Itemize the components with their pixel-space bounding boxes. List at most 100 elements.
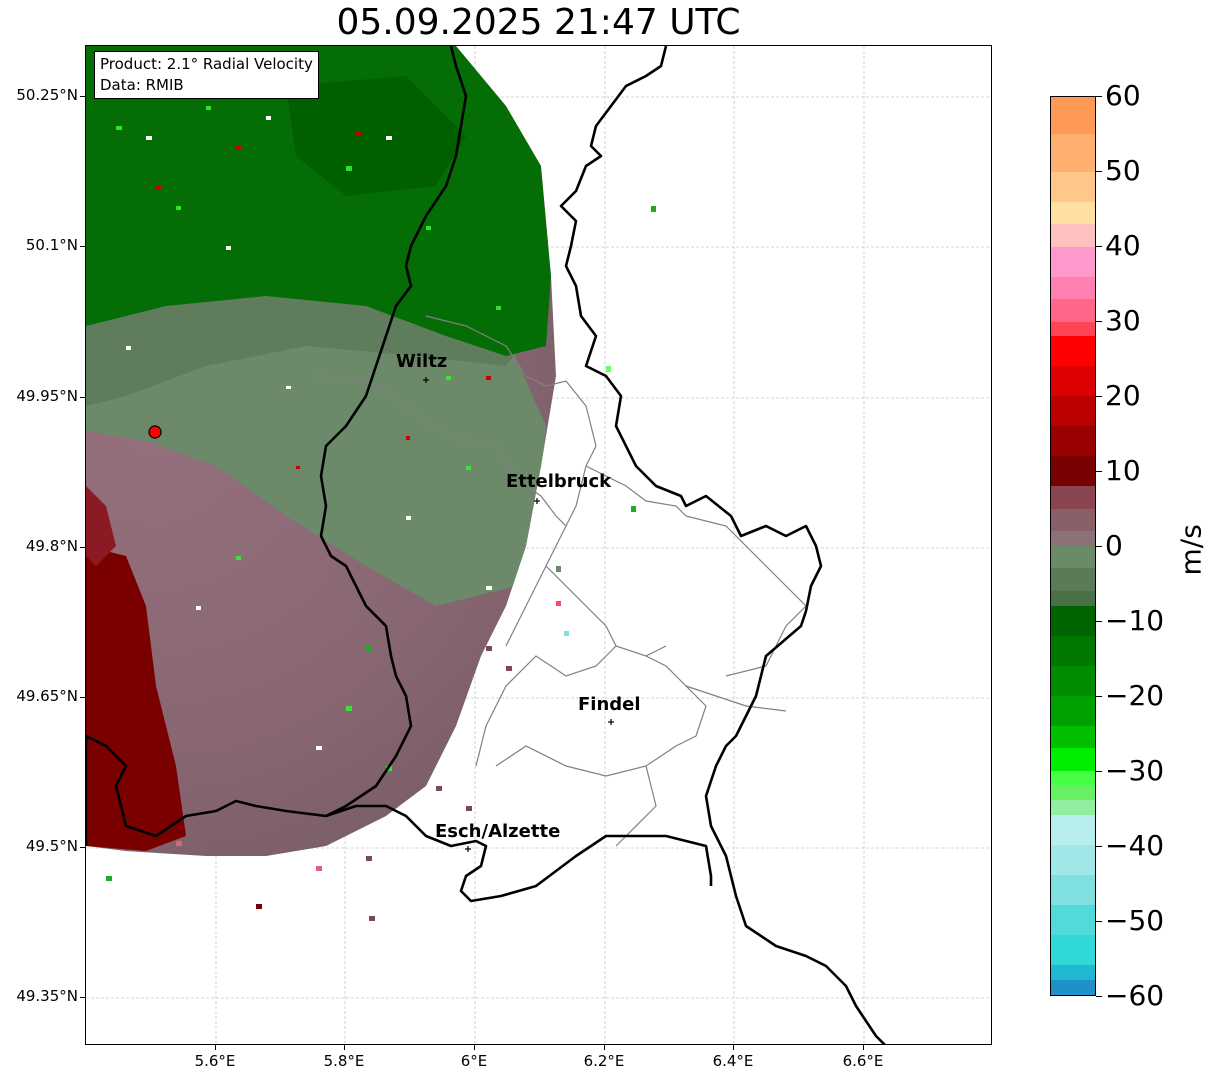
- colorbar-unit-label: m/s: [1174, 524, 1207, 576]
- colorbar-band: [1051, 605, 1095, 637]
- product-label: Product: 2.1° Radial Velocity: [100, 55, 313, 73]
- colorbar-band: [1051, 97, 1095, 135]
- colorbar-tick-mark: [1096, 96, 1102, 97]
- y-tick-label: 50.1°N: [25, 236, 78, 254]
- colorbar-band: [1051, 336, 1095, 367]
- colorbar-band: [1051, 396, 1095, 427]
- colorbar-band: [1051, 426, 1095, 457]
- colorbar-band: [1051, 134, 1095, 173]
- colorbar-band: [1051, 845, 1095, 876]
- colorbar-tick-mark: [1096, 996, 1102, 997]
- colorbar-tick-label: −20: [1105, 679, 1165, 712]
- colorbar-band: [1051, 635, 1095, 667]
- colorbar-tick-mark: [1096, 771, 1102, 772]
- colorbar-band: [1051, 568, 1095, 592]
- x-tick-label: 5.6°E: [194, 1052, 236, 1070]
- y-tick-mark: [80, 697, 85, 698]
- colorbar-tick-label: 40: [1105, 229, 1141, 262]
- colorbar-tick-mark: [1096, 846, 1102, 847]
- colorbar-tick-mark: [1096, 621, 1102, 622]
- city-label-esch-alzette: Esch/Alzette: [435, 821, 561, 842]
- colorbar-band: [1051, 590, 1095, 607]
- x-tick-mark: [733, 1045, 734, 1050]
- radar-map[interactable]: [85, 45, 992, 1045]
- x-tick-label: 6.2°E: [583, 1052, 625, 1070]
- x-tick-mark: [863, 1045, 864, 1050]
- colorbar-tick-mark: [1096, 246, 1102, 247]
- colorbar-band: [1051, 935, 1095, 966]
- y-tick-mark: [80, 997, 85, 998]
- y-tick-mark: [80, 397, 85, 398]
- colorbar-band: [1051, 800, 1095, 816]
- colorbar-tick-label: −10: [1105, 604, 1165, 637]
- colorbar-band: [1051, 201, 1095, 225]
- colorbar-band: [1051, 531, 1095, 547]
- x-tick-label: 6.4°E: [712, 1052, 754, 1070]
- y-tick-mark: [80, 96, 85, 97]
- y-tick-label: 50.25°N: [16, 86, 78, 104]
- country-borders: [86, 46, 886, 1044]
- colorbar-tick-label: −30: [1105, 754, 1165, 787]
- colorbar-tick-mark: [1096, 171, 1102, 172]
- colorbar-tick-mark: [1096, 471, 1102, 472]
- data-source-label: Data: RMIB: [100, 76, 184, 94]
- x-tick-label: 6°E: [460, 1052, 488, 1070]
- colorbar-band: [1051, 508, 1095, 532]
- colorbar-tick-mark: [1096, 696, 1102, 697]
- colorbar-band: [1051, 246, 1095, 278]
- y-tick-mark: [80, 847, 85, 848]
- x-tick-mark: [604, 1045, 605, 1050]
- colorbar-band: [1051, 695, 1095, 727]
- colorbar-band: [1051, 785, 1095, 801]
- colorbar-band: [1051, 456, 1095, 487]
- colorbar-band: [1051, 815, 1095, 846]
- x-tick-mark: [474, 1045, 475, 1050]
- colorbar-band: [1051, 546, 1095, 569]
- colorbar-tick-mark: [1096, 396, 1102, 397]
- x-tick-label: 6.6°E: [842, 1052, 884, 1070]
- colorbar-band: [1051, 748, 1095, 771]
- city-label-ettelbruck: Ettelbruck: [506, 471, 612, 492]
- sparse-echoes: [106, 206, 656, 921]
- colorbar-band: [1051, 366, 1095, 397]
- colorbar-tick-label: 10: [1105, 454, 1141, 487]
- colorbar-band: [1051, 665, 1095, 697]
- x-tick-mark: [215, 1045, 216, 1050]
- colorbar-tick-label: −50: [1105, 904, 1165, 937]
- city-label-wiltz: Wiltz: [396, 351, 448, 372]
- colorbar-band: [1051, 321, 1095, 337]
- colorbar-tick-mark: [1096, 921, 1102, 922]
- y-tick-label: 49.95°N: [16, 387, 78, 405]
- colorbar-band: [1051, 224, 1095, 248]
- colorbar-band: [1051, 770, 1095, 786]
- colorbar-band: [1051, 980, 1095, 996]
- product-info-box: Product: 2.1° Radial Velocity Data: RMIB: [94, 51, 319, 99]
- city-markers: [423, 377, 614, 852]
- velocity-field: [86, 46, 556, 856]
- colorbar-tick-mark: [1096, 321, 1102, 322]
- colorbar-tick-label: 0: [1105, 529, 1123, 562]
- x-tick-label: 5.8°E: [323, 1052, 365, 1070]
- colorbar-tick-label: −40: [1105, 829, 1165, 862]
- y-tick-mark: [80, 246, 85, 247]
- colorbar-band: [1051, 905, 1095, 936]
- colorbar-tick-label: 50: [1105, 154, 1141, 187]
- colorbar-band: [1051, 299, 1095, 322]
- city-label-findel: Findel: [578, 694, 641, 715]
- y-tick-label: 49.35°N: [16, 987, 78, 1005]
- velocity-colorbar: [1050, 96, 1096, 996]
- colorbar-band: [1051, 171, 1095, 203]
- y-tick-label: 49.8°N: [25, 537, 78, 555]
- colorbar-tick-label: 60: [1105, 79, 1141, 112]
- colorbar-tick-label: −60: [1105, 979, 1165, 1012]
- x-tick-mark: [344, 1045, 345, 1050]
- colorbar-band: [1051, 725, 1095, 749]
- y-tick-label: 49.5°N: [25, 837, 78, 855]
- colorbar-tick-label: 20: [1105, 379, 1141, 412]
- colorbar-band: [1051, 276, 1095, 300]
- radar-site-marker[interactable]: [148, 425, 162, 439]
- colorbar-band: [1051, 486, 1095, 510]
- y-tick-label: 49.65°N: [16, 687, 78, 705]
- map-title: 05.09.2025 21:47 UTC: [336, 2, 741, 43]
- colorbar-tick-label: 30: [1105, 304, 1141, 337]
